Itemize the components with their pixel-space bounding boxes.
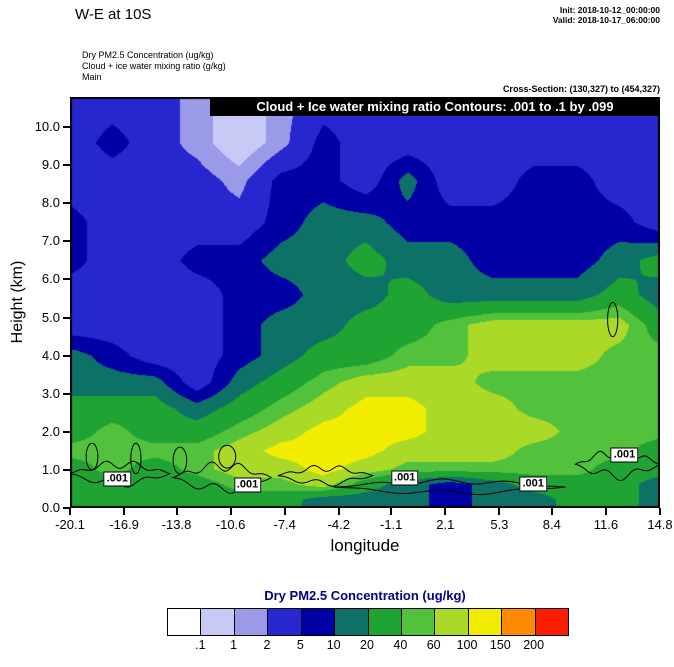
x-tick-label: -16.9	[109, 517, 139, 532]
colorbar-tick-label: 5	[296, 638, 304, 652]
x-tick-label: 14.8	[647, 517, 673, 532]
x-tick-mark	[229, 508, 232, 515]
colorbar-tick-label: 20	[360, 638, 374, 652]
x-tick-mark	[498, 508, 501, 515]
grid-name-label: Main	[82, 72, 102, 82]
x-tick-label: -1.1	[380, 517, 403, 532]
y-tick-label: 2.0	[41, 423, 60, 439]
y-tick-mark	[63, 430, 70, 433]
colorbar-cell	[468, 609, 503, 635]
field-primary-label: Dry PM2.5 Concentration (ug/kg)	[82, 50, 214, 60]
init-time-label: Init: 2018-10-12_00:00:00	[559, 5, 660, 15]
x-tick-mark	[390, 508, 393, 515]
y-tick-mark	[63, 354, 70, 357]
x-tick-label: -4.2	[327, 517, 350, 532]
colorbar-tick-label: .1	[195, 638, 206, 652]
y-tick-mark	[63, 126, 70, 129]
x-tick-mark	[444, 508, 447, 515]
y-tick-mark	[63, 240, 70, 243]
x-axis-title: longitude	[330, 536, 400, 555]
y-tick-label: 9.0	[41, 157, 60, 173]
y-tick-mark	[63, 202, 70, 205]
y-tick-label: 1.0	[41, 461, 60, 477]
y-tick-mark	[63, 468, 70, 471]
x-tick-mark	[69, 508, 71, 515]
x-tick-mark	[123, 508, 126, 515]
contour-value-label: .001	[233, 477, 262, 493]
x-tick-label: 5.3	[490, 517, 509, 532]
x-tick-label: -10.6	[215, 517, 246, 532]
y-tick-label: 4.0	[41, 347, 60, 363]
pm25-field-canvas	[70, 97, 660, 508]
colorbar-cell	[368, 609, 402, 635]
x-tick-mark	[337, 508, 340, 515]
field-secondary-label: Cloud + ice water mixing ratio (g/kg)	[82, 61, 226, 71]
y-tick-mark	[63, 507, 70, 509]
x-tick-mark	[604, 508, 607, 515]
colorbar-tick-label: 60	[426, 638, 441, 652]
y-tick-mark	[63, 392, 70, 395]
x-tick-mark	[283, 508, 286, 515]
colorbar-tick-label: 10	[326, 638, 341, 652]
colorbar-tick-label: 150	[489, 638, 511, 652]
colorbar-tick-label: 100	[456, 638, 478, 652]
page-title: W-E at 10S	[75, 6, 152, 23]
x-tick-label: -7.4	[273, 517, 296, 532]
colorbar	[167, 608, 569, 636]
x-tick-mark	[550, 508, 553, 515]
y-tick-mark	[63, 316, 70, 319]
colorbar-tick-label: 1	[230, 638, 238, 652]
colorbar-cell	[168, 609, 202, 635]
x-tick-label: 8.4	[542, 517, 561, 532]
y-tick-mark	[63, 278, 70, 281]
colorbar-cell	[268, 609, 302, 635]
y-tick-label: 5.0	[41, 309, 60, 325]
y-tick-label: 7.0	[41, 233, 60, 249]
y-tick-mark	[63, 164, 70, 167]
colorbar-cell	[335, 609, 369, 635]
colorbar-cell	[201, 609, 235, 635]
y-tick-label: 10.0	[34, 119, 60, 135]
contour-value-label: .001	[610, 447, 639, 463]
field-description-block: Dry PM2.5 Concentration (ug/kg) Cloud + …	[82, 50, 226, 83]
contour-value-label: .001	[519, 476, 547, 492]
y-axis-title: Height (km)	[9, 260, 26, 344]
colorbar-cell	[535, 609, 569, 635]
x-tick-label: 2.1	[436, 517, 455, 532]
colorbar-cell	[401, 609, 436, 635]
valid-time-label: Valid: 2018-10-17_06:00:00	[552, 15, 660, 25]
cross-section-label: Cross-Section: (130,327) to (454,327)	[502, 84, 660, 94]
x-tick-mark	[175, 508, 178, 515]
colorbar-tick-label: 40	[393, 638, 408, 652]
colorbar-cell	[301, 609, 336, 635]
y-tick-label: 0.0	[41, 500, 60, 515]
contour-banner: Cloud + Ice water mixing ratio Contours:…	[210, 97, 660, 116]
colorbar-cell	[234, 609, 269, 635]
x-tick-mark	[659, 508, 661, 515]
contour-value-label: .001	[391, 470, 419, 486]
x-tick-label: -20.1	[55, 517, 85, 532]
colorbar-tick-label: 2	[263, 638, 271, 652]
run-times: Init: 2018-10-12_00:00:00 Valid: 2018-10…	[553, 5, 660, 25]
contour-value-label: .001	[103, 471, 132, 487]
y-tick-label: 8.0	[41, 195, 60, 211]
x-tick-label: -13.8	[161, 517, 192, 532]
colorbar-title: Dry PM2.5 Concentration (ug/kg)	[264, 588, 466, 603]
y-tick-label: 3.0	[41, 385, 60, 401]
x-tick-label: 11.6	[593, 517, 619, 532]
colorbar-cell	[435, 609, 469, 635]
colorbar-cell	[502, 609, 536, 635]
colorbar-tick-label: 200	[523, 638, 545, 652]
y-tick-label: 6.0	[41, 271, 60, 287]
